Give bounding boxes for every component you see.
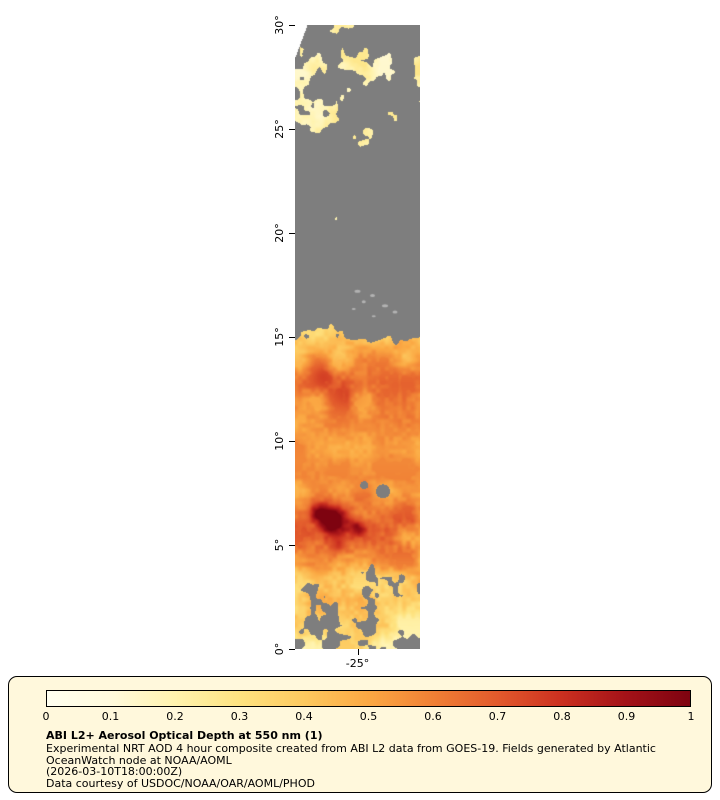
- lat-tick-label: 15°: [273, 327, 286, 347]
- lat-tick-label: 30°: [273, 15, 286, 35]
- legend-text-block: ABI L2+ Aerosol Optical Depth at 550 nm …: [46, 729, 696, 789]
- lat-tick-label: 0°: [273, 642, 286, 656]
- colorbar-tick-label: 0.7: [488, 710, 507, 723]
- lat-tick-label: 20°: [273, 223, 286, 243]
- lat-tick: [289, 648, 295, 650]
- colorbar-tick-label: 0.5: [359, 710, 378, 723]
- colorbar-tick-label: 0.1: [101, 710, 120, 723]
- colorbar-tick-label: 0.3: [230, 710, 249, 723]
- legend-line: (2026-03-10T18:00:00Z): [46, 765, 183, 778]
- aod-raster-map: [295, 25, 420, 649]
- colorbar-tick-label: 0: [42, 710, 50, 723]
- lat-tick: [289, 128, 295, 130]
- lat-tick-label: 5°: [273, 538, 286, 552]
- legend-panel: 0 0.1 0.2 0.3 0.4 0.5 0.6 0.7 0.8 0.9 1 ABI L2+ Ae…: [8, 676, 712, 793]
- lat-tick-label: 10°: [273, 431, 286, 451]
- map-area: 30° 25° 20° 15° 10° 5° 0° -25°: [273, 15, 420, 670]
- lat-tick: [289, 440, 295, 442]
- lon-tick: [357, 649, 359, 655]
- colorbar-tick-label: 0.4: [295, 710, 313, 723]
- legend-line: Experimental NRT AOD 4 hour composite cr…: [46, 742, 656, 755]
- colorbar-tick-label: 1: [687, 710, 695, 723]
- legend-title: ABI L2+ Aerosol Optical Depth at 550 nm …: [46, 729, 323, 742]
- lat-tick: [289, 544, 295, 546]
- lon-tick-label: -25°: [345, 657, 370, 670]
- legend-line: OceanWatch node at NOAA/AOML: [46, 753, 232, 767]
- lat-tick-label: 25°: [273, 119, 286, 139]
- lat-tick: [289, 336, 295, 338]
- colorbar: [46, 690, 691, 707]
- colorbar-tick-label: 0.9: [617, 710, 636, 723]
- colorbar-tick-label: 0.8: [553, 710, 571, 723]
- legend-line: Data courtesy of USDOC/NOAA/OAR/AOML/PHO…: [46, 776, 315, 790]
- legend-description: Experimental NRT AOD 4 hour composite cr…: [46, 743, 696, 789]
- lat-tick: [289, 232, 295, 234]
- colorbar-tick-label: 0.6: [424, 710, 442, 723]
- colorbar-tick-label: 0.2: [166, 710, 184, 723]
- lat-tick: [289, 24, 295, 26]
